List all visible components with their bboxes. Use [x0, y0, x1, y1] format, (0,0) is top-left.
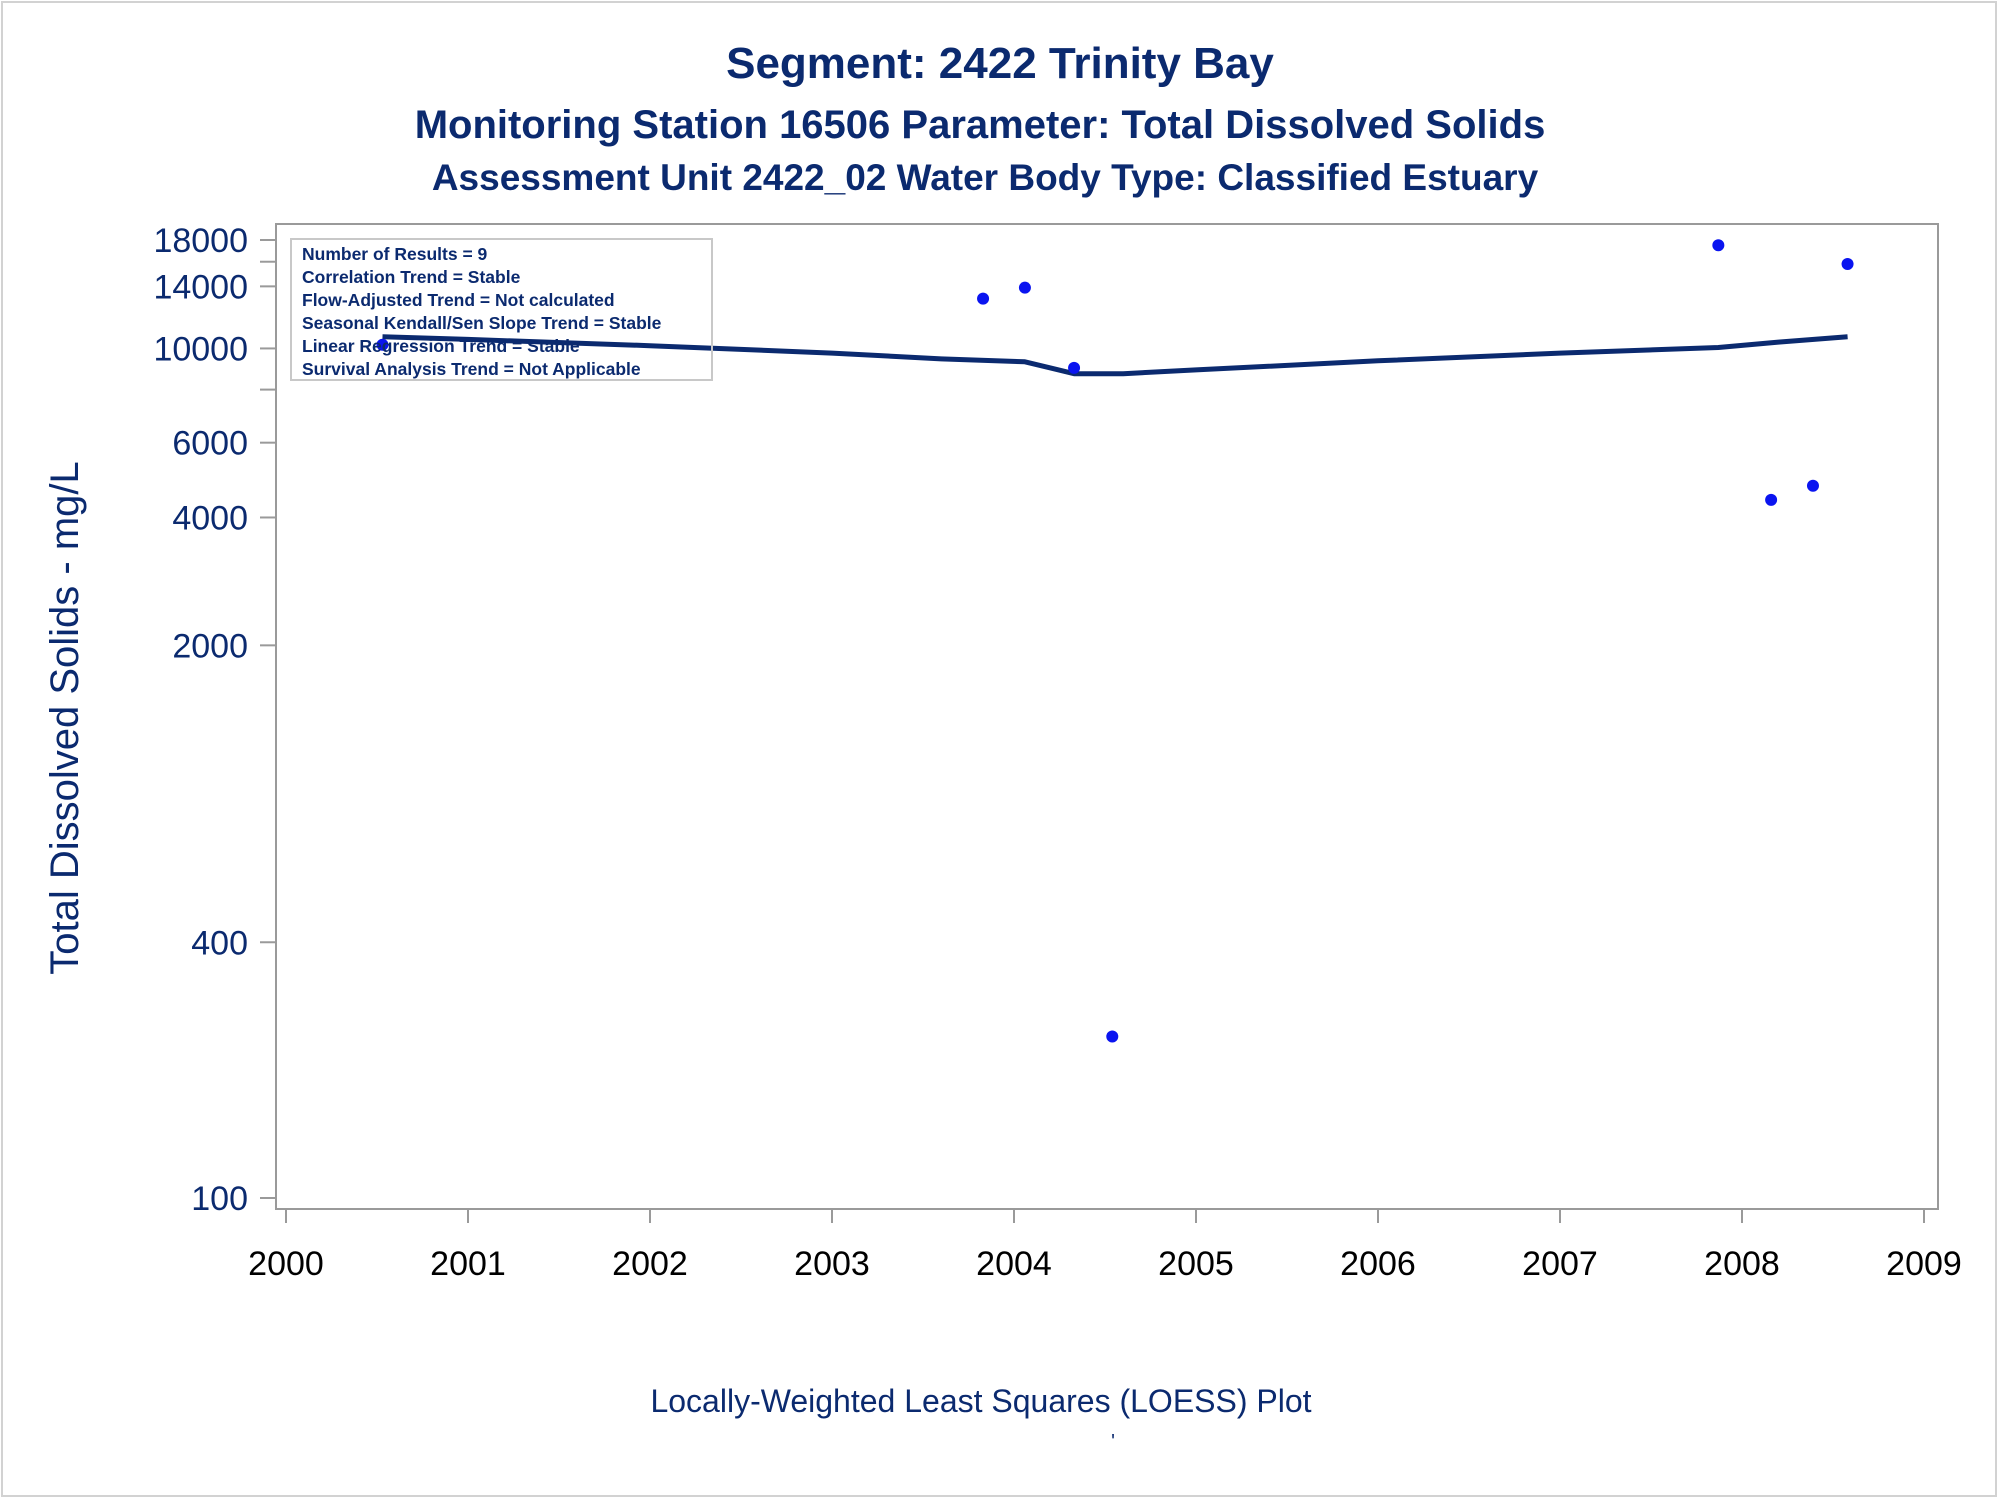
stats-line: Correlation Trend = Stable	[302, 267, 521, 287]
y-tick-label: 6000	[172, 425, 248, 463]
stats-line: Survival Analysis Trend = Not Applicable	[302, 359, 641, 379]
x-tick-label: 2001	[430, 1245, 506, 1283]
y-tick-label: 100	[191, 1180, 248, 1218]
x-tick-label: 2005	[1158, 1245, 1234, 1283]
y-tick-label: 14000	[153, 268, 248, 306]
x-axis: 2000 2001 2002 2003 2004 2005 2006 2007 2008 2009	[248, 1209, 1962, 1283]
stats-line: Seasonal Kendall/Sen Slope Trend = Stabl…	[302, 313, 662, 333]
y-axis: 100 400 2000 4000 6000 10000 14000 18000	[153, 222, 276, 1218]
data-point	[1765, 493, 1778, 506]
data-point	[1068, 361, 1081, 374]
data-point	[977, 292, 990, 305]
stats-line: Flow-Adjusted Trend = Not calculated	[302, 290, 615, 310]
data-point	[1018, 281, 1031, 294]
stats-line: Linear Regression Trend = Stable	[302, 336, 580, 356]
x-tick-label: 2009	[1886, 1245, 1962, 1283]
data-point	[1712, 239, 1725, 252]
x-axis-label: Locally-Weighted Least Squares (LOESS) P…	[650, 1383, 1311, 1419]
x-tick-label: 2008	[1704, 1245, 1780, 1283]
y-tick-label: 2000	[172, 627, 248, 665]
plot-area-frame	[275, 223, 1939, 1210]
x-tick-label: 2004	[976, 1245, 1052, 1283]
footnote-mark: '	[1111, 1431, 1115, 1453]
data-points	[376, 239, 1854, 1043]
y-tick-label: 10000	[153, 330, 248, 368]
stats-box: Number of Results = 9 Correlation Trend =…	[290, 238, 713, 381]
stats-box-border	[290, 238, 713, 381]
data-point	[1806, 479, 1819, 492]
x-tick-label: 2006	[1340, 1245, 1416, 1283]
stats-line: Number of Results = 9	[302, 244, 488, 264]
data-point	[1106, 1030, 1119, 1043]
x-tick-label: 2003	[794, 1245, 870, 1283]
chart-subtitle: Monitoring Station 16506 Parameter: Tota…	[415, 103, 1546, 147]
x-tick-label: 2000	[248, 1245, 324, 1283]
chart-title: Segment: 2422 Trinity Bay	[726, 39, 1274, 88]
y-tick-label: 400	[191, 924, 248, 962]
x-tick-label: 2002	[612, 1245, 688, 1283]
chart-subtitle-2: Assessment Unit 2422_02 Water Body Type:…	[432, 157, 1539, 198]
y-axis-label: Total Dissolved Solids - mg/L	[43, 461, 87, 975]
data-point	[1841, 258, 1854, 271]
y-tick-label: 4000	[172, 499, 248, 537]
x-tick-label: 2007	[1522, 1245, 1598, 1283]
data-point	[376, 338, 389, 351]
y-tick-label: 18000	[153, 222, 248, 260]
